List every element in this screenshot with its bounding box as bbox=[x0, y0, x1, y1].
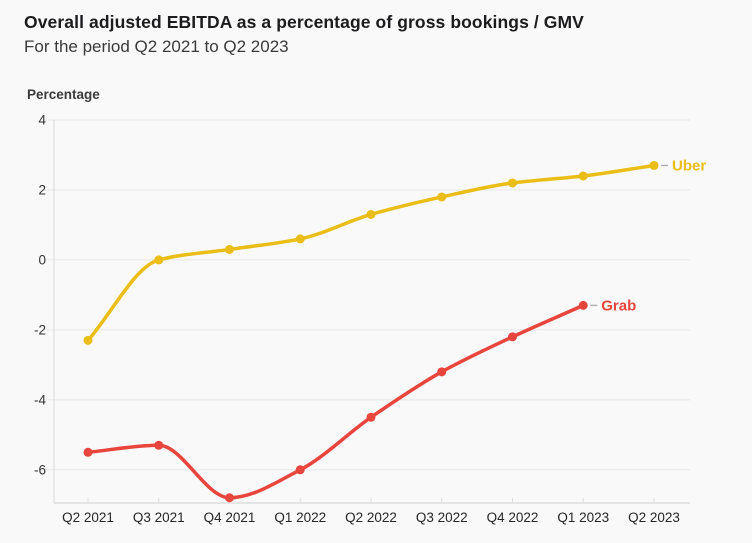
x-tick-label: Q3 2022 bbox=[416, 510, 468, 525]
data-point-grab bbox=[225, 493, 234, 503]
series-label-grab: Grab bbox=[601, 297, 636, 314]
data-point-uber bbox=[649, 160, 659, 170]
data-point-grab bbox=[437, 367, 447, 377]
data-point-uber bbox=[578, 171, 588, 181]
y-tick-label: -4 bbox=[34, 392, 46, 407]
x-tick-label: Q2 2022 bbox=[345, 510, 397, 525]
data-point-grab bbox=[366, 412, 376, 422]
data-point-grab bbox=[295, 465, 305, 475]
y-tick-label: -6 bbox=[34, 462, 46, 477]
y-tick-label: 4 bbox=[38, 113, 46, 128]
x-tick-label: Q2 2023 bbox=[628, 510, 680, 525]
y-tick-label: -2 bbox=[34, 322, 46, 337]
data-point-uber bbox=[225, 244, 234, 254]
series-label-uber: Uber bbox=[672, 157, 706, 174]
x-tick-label: Q1 2023 bbox=[557, 510, 609, 525]
chart-title: Overall adjusted EBITDA as a percentage … bbox=[24, 12, 584, 32]
series-line-uber bbox=[86, 163, 656, 343]
x-tick-label: Q4 2022 bbox=[487, 510, 539, 525]
data-point-grab bbox=[508, 332, 517, 342]
data-point-uber bbox=[366, 209, 376, 219]
y-axis-title: Percentage bbox=[27, 87, 100, 102]
data-point-uber bbox=[83, 335, 93, 345]
data-point-uber bbox=[295, 234, 305, 244]
data-point-grab bbox=[578, 300, 588, 310]
x-tick-label: Q1 2022 bbox=[274, 510, 326, 525]
series-line-grab bbox=[86, 303, 585, 500]
y-tick-label: 0 bbox=[38, 252, 46, 267]
data-point-grab bbox=[154, 440, 164, 450]
data-point-grab bbox=[83, 447, 93, 457]
data-point-uber bbox=[508, 178, 517, 188]
x-tick-label: Q4 2021 bbox=[204, 510, 256, 525]
chart-subtitle: For the period Q2 2021 to Q2 2023 bbox=[24, 37, 289, 56]
x-tick-label: Q3 2021 bbox=[133, 510, 185, 525]
data-point-uber bbox=[437, 192, 447, 202]
data-point-uber bbox=[154, 255, 164, 265]
x-tick-label: Q2 2021 bbox=[62, 510, 114, 525]
y-tick-label: 2 bbox=[38, 182, 46, 197]
